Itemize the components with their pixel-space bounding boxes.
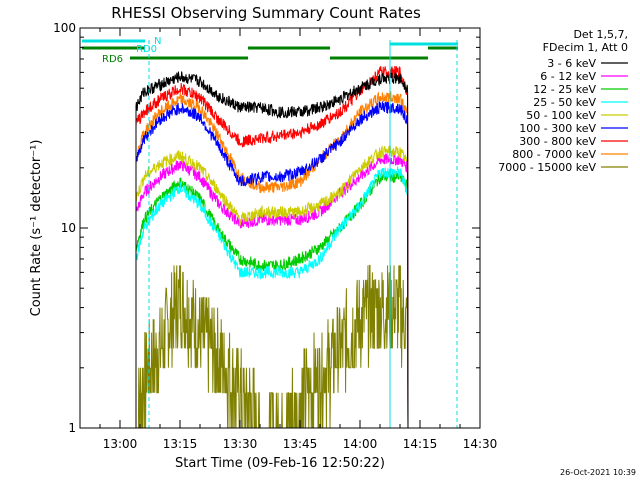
chart-title: RHESSI Observing Summary Count Rates [111,4,421,22]
legend-label: 12 - 25 keV [533,83,596,96]
series-line [135,91,409,429]
x-tick-label: 14:15 [403,437,438,451]
series-line [135,153,409,429]
series-line [135,166,409,429]
legend-label: 7000 - 15000 keV [498,161,596,174]
series-line [136,264,409,429]
legend-label: 300 - 800 keV [519,135,596,148]
y-tick-label: 10 [61,221,76,235]
series-line [135,65,409,429]
series-line [135,100,409,429]
series-line [135,170,409,429]
legend-label: 800 - 7000 keV [512,148,596,161]
bar-label-rd0: RD0 [136,44,157,55]
legend-label: 50 - 100 keV [526,109,596,122]
x-tick-label: 13:15 [163,437,198,451]
axes: 13:00 13:15 13:30 13:45 14:00 14:15 14:30 1 10 10… [53,21,497,451]
y-axis-label: Count Rate (s⁻¹ detector⁻¹) [29,140,44,317]
legend-label: 100 - 300 keV [519,122,596,135]
x-tick-label: 13:00 [103,437,138,451]
bar-label-n: N [154,36,161,47]
legend-header: FDecim 1, Att 0 [543,41,628,54]
legend-label: 3 - 6 keV [547,57,596,70]
x-tick-label: 14:30 [463,437,498,451]
x-tick-label: 13:30 [223,437,258,451]
x-tick-label: 13:45 [283,437,318,451]
plot-area: RD0 RD6 N [82,36,458,429]
legend-header: Det 1,5,7, [573,28,628,41]
x-axis-label: Start Time (09-Feb-16 12:50:22) [175,456,385,471]
series-line [135,144,409,429]
x-tick-label: 14:00 [343,437,378,451]
legend-label: 25 - 50 keV [533,96,596,109]
series-line [135,71,409,429]
timestamp: 26-Oct-2021 10:39 [560,468,636,477]
y-tick-label: 100 [53,21,76,35]
bar-label-rd6: RD6 [102,54,123,65]
y-tick-label: 1 [68,421,76,435]
legend-label: 6 - 12 keV [540,70,596,83]
